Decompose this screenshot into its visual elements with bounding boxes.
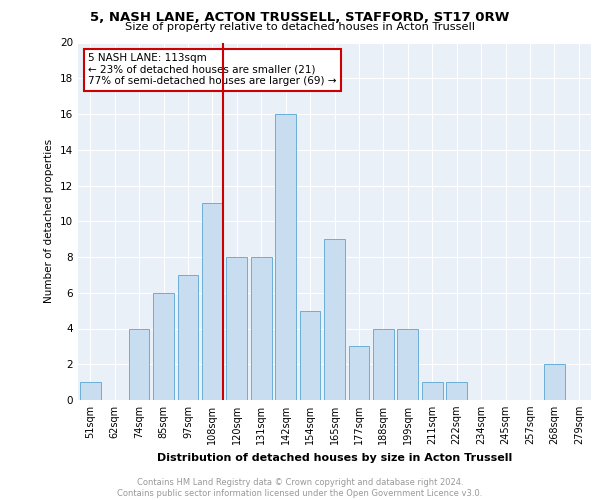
Bar <box>226 257 247 400</box>
Y-axis label: Number of detached properties: Number of detached properties <box>44 139 55 304</box>
Bar <box>251 257 272 400</box>
Text: 5 NASH LANE: 113sqm
← 23% of detached houses are smaller (21)
77% of semi-detach: 5 NASH LANE: 113sqm ← 23% of detached ho… <box>88 53 337 86</box>
Bar <box>422 382 443 400</box>
Bar <box>349 346 370 400</box>
Bar <box>80 382 101 400</box>
Bar <box>324 239 345 400</box>
Bar <box>299 310 320 400</box>
Bar <box>202 204 223 400</box>
Text: 5, NASH LANE, ACTON TRUSSELL, STAFFORD, ST17 0RW: 5, NASH LANE, ACTON TRUSSELL, STAFFORD, … <box>91 11 509 24</box>
Bar <box>373 328 394 400</box>
Bar <box>128 328 149 400</box>
Bar <box>178 275 199 400</box>
X-axis label: Distribution of detached houses by size in Acton Trussell: Distribution of detached houses by size … <box>157 452 512 462</box>
Bar <box>153 292 174 400</box>
Bar <box>397 328 418 400</box>
Bar <box>544 364 565 400</box>
Bar <box>275 114 296 400</box>
Bar <box>446 382 467 400</box>
Text: Size of property relative to detached houses in Acton Trussell: Size of property relative to detached ho… <box>125 22 475 32</box>
Text: Contains HM Land Registry data © Crown copyright and database right 2024.
Contai: Contains HM Land Registry data © Crown c… <box>118 478 482 498</box>
